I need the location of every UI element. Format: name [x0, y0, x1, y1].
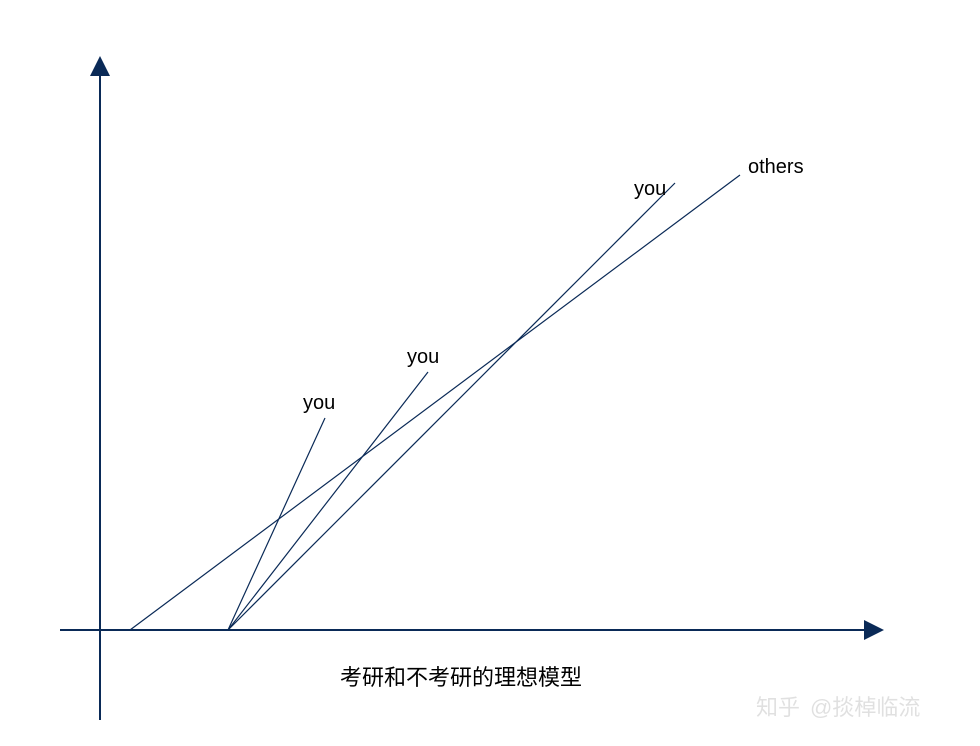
line-you3	[228, 183, 675, 630]
line-others	[130, 175, 740, 630]
line-chart	[0, 0, 980, 746]
label-you-3: you	[634, 178, 666, 201]
label-you-2: you	[407, 346, 439, 369]
watermark-brand: 知乎	[756, 690, 800, 722]
label-you-1: you	[303, 392, 335, 415]
label-others: others	[748, 156, 804, 179]
chart-caption: 考研和不考研的理想模型	[340, 660, 582, 692]
watermark-author: @掞棹临流	[810, 690, 920, 722]
